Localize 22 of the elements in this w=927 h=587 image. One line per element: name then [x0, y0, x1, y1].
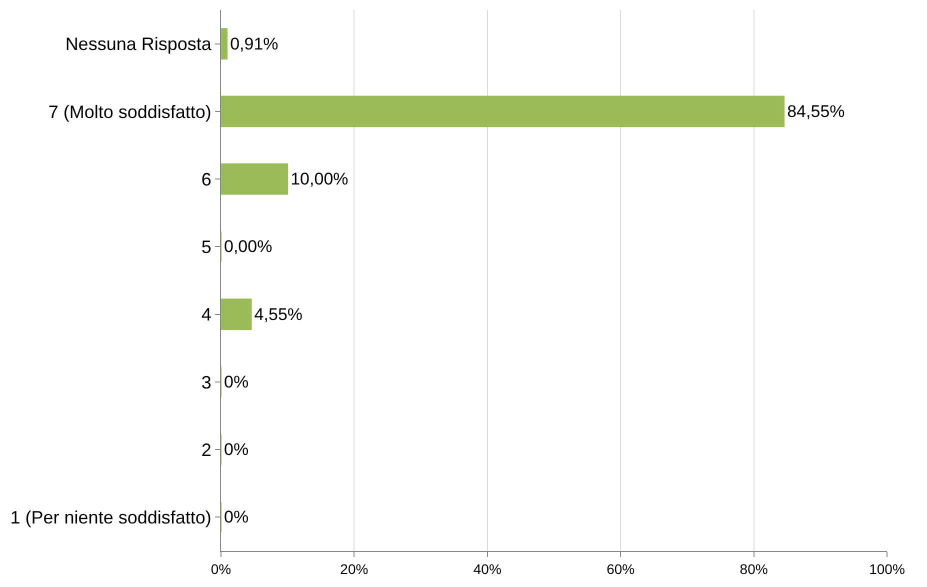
y-tick-label: Nessuna Risposta: [65, 34, 212, 54]
y-tick-label: 6: [201, 169, 212, 190]
y-tick-label: 3: [201, 372, 212, 392]
data-label: 0,00%: [224, 237, 272, 256]
x-tick-label: 20%: [340, 560, 368, 577]
x-tick-label: 40%: [473, 560, 502, 577]
data-label: 84,55%: [787, 102, 845, 121]
y-tick-label: 7 (Molto soddisfatto): [48, 102, 212, 122]
data-label: 0%: [224, 372, 249, 392]
x-tick-label: 60%: [606, 560, 635, 577]
y-tick-label: 2: [201, 440, 212, 460]
x-tick-label: 80%: [740, 560, 768, 577]
data-label: 0,91%: [230, 34, 278, 54]
data-label: 4,55%: [254, 304, 303, 324]
data-label: 0%: [224, 440, 249, 460]
data-label: 0%: [224, 508, 249, 527]
y-tick-label: 5: [201, 236, 212, 257]
x-tick-label: 0%: [210, 560, 232, 577]
y-tick-label: 1 (Per niente soddisfatto): [10, 507, 212, 528]
y-tick-label: 4: [201, 304, 212, 325]
x-tick-label: 100%: [869, 560, 905, 577]
data-label: 10,00%: [290, 170, 348, 189]
